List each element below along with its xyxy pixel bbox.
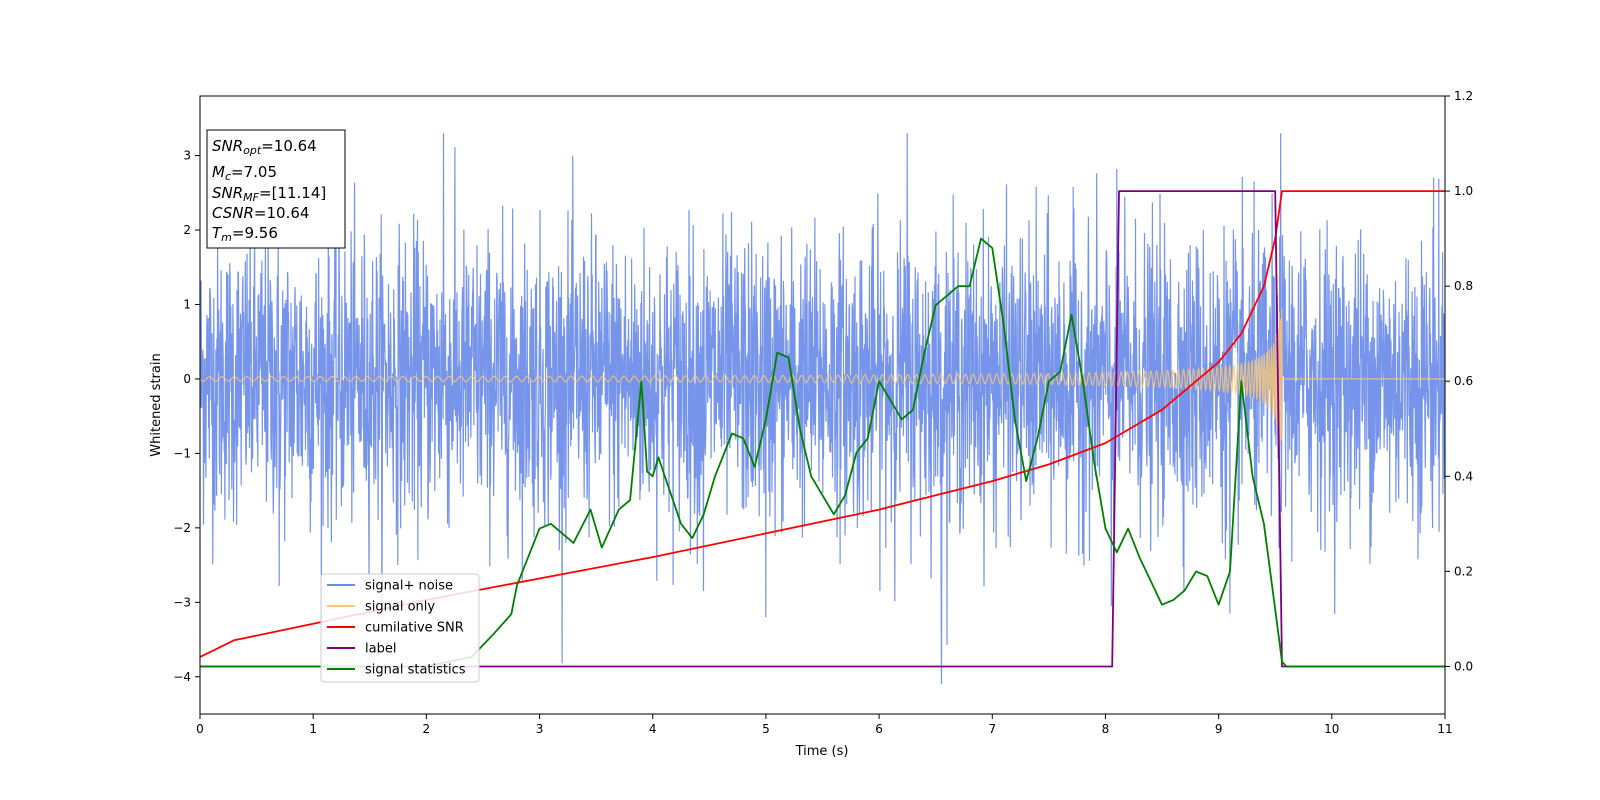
x-tick-label: 0 [196,722,204,736]
x-tick-label: 5 [762,722,770,736]
y-right-tick-label: 0.8 [1454,279,1473,293]
legend-label: signal only [365,600,435,615]
info-tm: Tm=9.56 [212,224,278,244]
info-box: SNRopt=10.64 Mc=7.05 SNRMF=[11.14] CSNR=… [206,129,346,249]
info-snr-opt: SNRopt=10.64 [212,137,317,157]
legend: signal+ noise signal only cumilative SNR la… [320,573,480,683]
x-tick-label: 2 [423,722,431,736]
y-left-tick-label: −4 [173,670,191,684]
series-signal-only [200,308,1445,446]
x-tick-label: 11 [1437,722,1452,736]
y-left-tick-label: −2 [173,521,191,535]
x-tick-label: 7 [988,722,996,736]
y-right-tick-label: 0.2 [1454,564,1473,578]
info-csnr: CSNR=10.64 [212,204,309,222]
legend-label: signal+ noise [365,579,453,594]
series-signal-noise [200,133,1445,685]
x-tick-label: 3 [536,722,544,736]
y-right-tick-label: 1.2 [1454,89,1473,103]
x-tick-label: 10 [1324,722,1339,736]
y-left-tick-label: −1 [173,446,191,460]
y-right-tick-label: 1.0 [1454,184,1473,198]
y-right-tick-label: 0.4 [1454,469,1473,483]
x-tick-label: 8 [1102,722,1110,736]
x-tick-label: 6 [875,722,883,736]
x-tick-label: 1 [309,722,317,736]
x-tick-label: 9 [1215,722,1223,736]
legend-label: signal statistics [365,663,466,678]
plot-frame [199,95,1446,715]
y-left-tick-label: −3 [173,595,191,609]
y-left-tick-label: 3 [183,149,191,163]
info-mc: Mc=7.05 [212,163,277,183]
y-right-tick-label: 0.0 [1454,659,1473,673]
legend-label: cumilative SNR [365,621,464,636]
y-left-tick-label: 2 [183,223,191,237]
y-right-tick-label: 0.6 [1454,374,1473,388]
x-axis-label: Time (s) [795,744,849,759]
series-signal-statistics [200,237,1445,668]
legend-label: label [365,642,396,657]
y-left-tick-label: 0 [183,372,191,386]
x-tick-label: 4 [649,722,657,736]
y-left-tick-label: 1 [183,297,191,311]
y-axis-label: Whitened strain [149,353,164,456]
info-snr-mf: SNRMF=[11.14] [212,184,326,204]
